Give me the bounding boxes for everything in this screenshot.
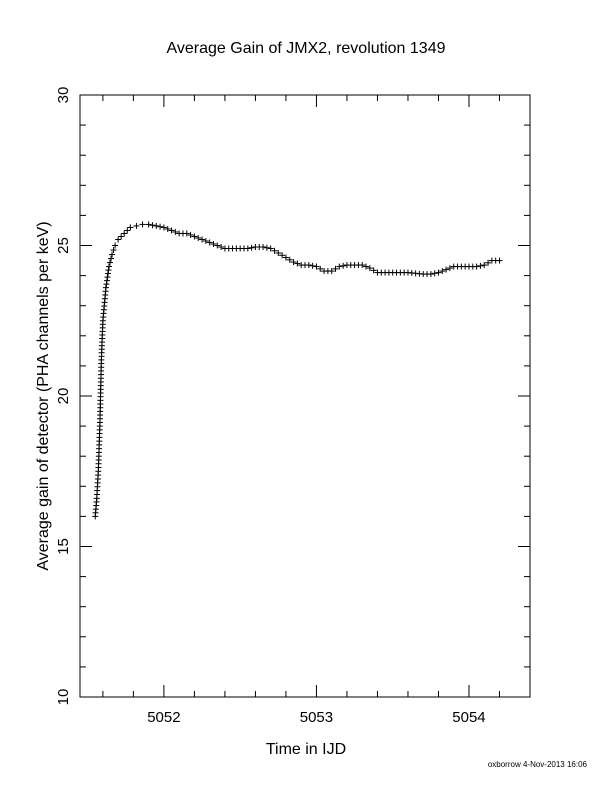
- data-point: [153, 222, 160, 229]
- data-point: [115, 236, 122, 243]
- data-point: [260, 244, 267, 251]
- data-point: [359, 262, 366, 269]
- plot-frame: [79, 94, 531, 698]
- data-point: [105, 267, 112, 274]
- data-point: [332, 265, 339, 272]
- x-tick-label: 5054: [452, 709, 485, 726]
- data-point: [218, 244, 225, 251]
- data-point: [267, 245, 274, 252]
- data-point: [160, 224, 167, 231]
- data-point: [427, 271, 434, 278]
- data-point: [263, 244, 270, 251]
- data-point: [336, 263, 343, 270]
- footer-credit: oxborrow 4-Nov-2013 16:06: [488, 760, 588, 769]
- chart-title: Average Gain of JMX2, revolution 1349: [167, 40, 446, 57]
- data-point: [275, 250, 282, 257]
- data-point: [172, 228, 179, 235]
- data-point: [127, 224, 134, 231]
- x-tick-label: 5053: [300, 709, 333, 726]
- data-point: [121, 230, 128, 237]
- data-point: [124, 227, 131, 234]
- y-tick-label: 10: [55, 689, 72, 706]
- data-point: [145, 221, 152, 228]
- data-point: [481, 262, 488, 269]
- data-point: [103, 277, 110, 284]
- data-point: [102, 284, 109, 291]
- data-point: [305, 262, 312, 269]
- data-point: [271, 247, 278, 254]
- data-point: [317, 265, 324, 272]
- y-axis-label: Average gain of detector (PHA channels p…: [35, 221, 52, 570]
- data-point: [366, 265, 373, 272]
- data-point: [496, 257, 503, 264]
- y-tick-label: 15: [55, 538, 72, 555]
- data-point: [105, 263, 112, 270]
- data-point: [206, 239, 213, 246]
- data-point: [157, 223, 164, 230]
- data-point: [109, 251, 116, 258]
- data-point: [199, 236, 206, 243]
- data-point: [108, 255, 115, 262]
- data-point: [183, 230, 190, 237]
- data-point: [286, 256, 293, 263]
- data-point: [370, 267, 377, 274]
- data-point: [195, 234, 202, 241]
- data-point: [104, 270, 111, 277]
- data-point: [110, 247, 117, 254]
- data-point: [309, 262, 316, 269]
- data-point: [202, 237, 209, 244]
- data-point: [244, 245, 251, 252]
- data-point: [290, 259, 297, 266]
- data-point: [294, 260, 301, 267]
- data-point: [340, 262, 347, 269]
- data-point: [248, 244, 255, 251]
- data-point: [446, 265, 453, 272]
- data-point: [210, 240, 217, 247]
- data-point: [103, 281, 110, 288]
- y-tick-label: 20: [55, 388, 72, 405]
- data-point: [133, 222, 140, 229]
- data-point: [443, 266, 450, 273]
- data-point: [477, 262, 484, 269]
- data-point: [139, 221, 146, 228]
- data-point: [313, 263, 320, 270]
- data-point: [328, 268, 335, 275]
- data-point: [485, 259, 492, 266]
- data-point: [431, 270, 438, 277]
- data-point: [107, 259, 113, 266]
- data-point: [104, 274, 111, 281]
- data-point: [214, 242, 221, 249]
- data-point: [149, 222, 156, 229]
- tick-labels: 5052 5053 5054 10 15 20 25 30: [55, 87, 486, 726]
- x-axis-label: Time in IJD: [266, 741, 346, 758]
- axis-ticks: [80, 94, 531, 698]
- y-tick-label: 30: [55, 87, 72, 104]
- data-point: [187, 231, 194, 238]
- data-point: [112, 242, 119, 249]
- data-point: [164, 225, 171, 232]
- y-tick-label: 25: [55, 237, 72, 254]
- data-point: [439, 268, 446, 275]
- data-points: [92, 221, 503, 520]
- data-point: [282, 254, 289, 261]
- data-point: [118, 233, 125, 240]
- data-point: [435, 269, 442, 276]
- data-point: [279, 252, 286, 259]
- x-tick-label: 5052: [147, 709, 180, 726]
- data-point: [363, 263, 370, 270]
- data-point: [168, 227, 175, 234]
- data-point: [473, 263, 480, 270]
- data-point: [191, 233, 198, 240]
